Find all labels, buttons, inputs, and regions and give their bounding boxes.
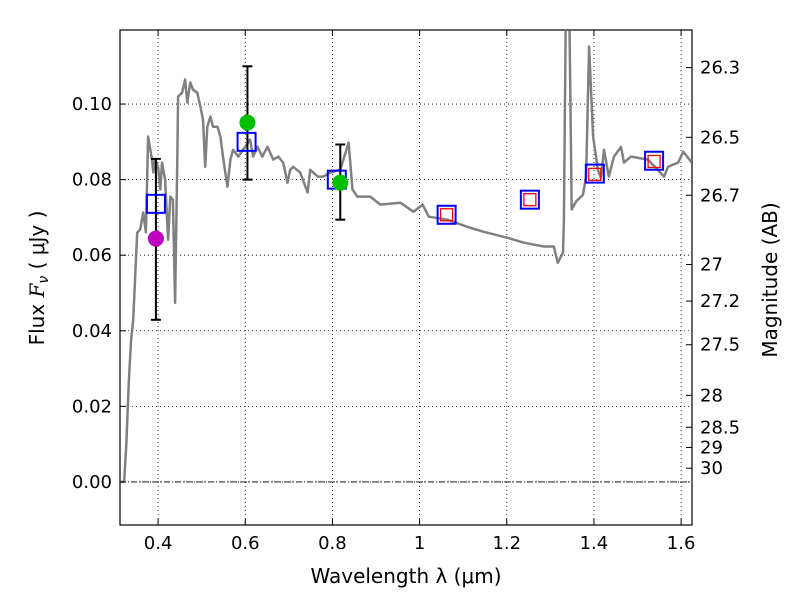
y-axis-label: Flux Fν ( μJy ) [25, 211, 52, 346]
x-tick-label: 1.2 [492, 533, 521, 554]
model-photometry-square [644, 150, 665, 171]
model-photometry-square [236, 131, 257, 152]
observed-point [239, 114, 256, 131]
y2-tick-label: 27 [700, 254, 723, 275]
y2-tick-label: 26.7 [700, 185, 740, 206]
y-tick-label: 0.08 [72, 170, 112, 191]
plot-frame [119, 29, 693, 526]
y2-tick-label: 30 [700, 458, 723, 479]
y2-tick-label: 27.5 [700, 335, 740, 356]
model-photometry-square [519, 189, 540, 210]
model-photometry-square [584, 163, 605, 184]
y-tick-label: 0.00 [72, 472, 112, 493]
x-axis-label: Wavelength λ (μm) [310, 564, 501, 588]
x-tick-label: 1.6 [667, 533, 696, 554]
model-photometry-inner-square [647, 154, 661, 169]
grid [120, 30, 692, 525]
model-photometry-square [436, 204, 457, 225]
data-marks [145, 65, 665, 321]
y2-tick-label: 29 [700, 437, 723, 458]
y2-tick-label: 27.2 [700, 291, 740, 312]
x-tick-label: 0.6 [231, 533, 260, 554]
spectrum-line [121, 31, 691, 484]
observed-point [332, 174, 349, 191]
x-tick-label: 1.4 [580, 533, 609, 554]
observed-point [147, 230, 164, 247]
model-photometry-inner-square [588, 167, 602, 181]
x-tick-label: 0.8 [318, 533, 347, 554]
y2-axis-label: Magnitude (AB) [758, 202, 782, 357]
x-tick-label: 0.4 [144, 533, 173, 554]
x-tick-label: 1 [414, 533, 425, 554]
y-tick-label: 0.04 [72, 321, 112, 342]
y2-tick-label: 26.3 [700, 58, 740, 79]
y-tick-label: 0.02 [72, 396, 112, 417]
y-tick-label: 0.10 [72, 94, 112, 115]
y-tick-label: 0.06 [72, 245, 112, 266]
model-photometry-inner-square [439, 208, 454, 222]
axis-ticks: 0.4 0.6 0.8 1 1.2 1.4 1.6 0.00 0.02 0.04 0.06 0.08 0… [72, 30, 740, 554]
model-photometry-inner-square [523, 193, 537, 207]
y2-tick-label: 26.5 [700, 127, 740, 148]
model-photometry-square [145, 193, 166, 214]
y2-tick-label: 28.5 [700, 417, 740, 438]
y2-tick-label: 28 [700, 385, 723, 406]
